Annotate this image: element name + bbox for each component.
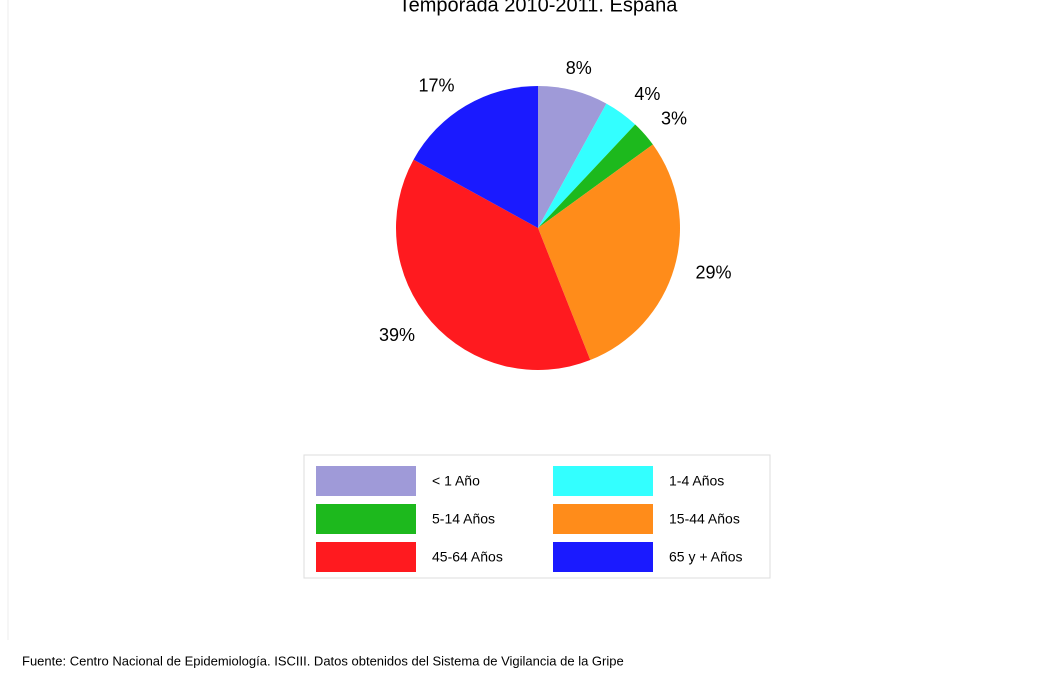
legend-swatch — [553, 542, 653, 572]
legend-label: 1-4 Años — [669, 473, 724, 489]
pie-slice — [396, 159, 591, 370]
data-label: 4% — [634, 84, 660, 104]
legend-label: 45-64 Años — [432, 549, 503, 565]
legend-swatch — [553, 466, 653, 496]
pie-slice — [538, 86, 607, 228]
data-label: 39% — [379, 325, 415, 345]
pie-slice — [538, 124, 653, 228]
legend-label: < 1 Año — [432, 473, 480, 489]
legend-swatch — [316, 466, 416, 496]
legend-swatch — [316, 504, 416, 534]
data-label: 29% — [695, 263, 731, 283]
data-label: 8% — [566, 58, 592, 78]
pie-slice — [538, 103, 636, 228]
source-note: Fuente: Centro Nacional de Epidemiología… — [22, 653, 624, 668]
legend-label: 15-44 Años — [669, 511, 740, 527]
pie-slice — [538, 144, 680, 361]
chart-title: Temporada 2010-2011. España — [399, 0, 679, 16]
legend-label: 65 y + Años — [669, 549, 743, 565]
legend-swatch — [316, 542, 416, 572]
legend-swatch — [553, 504, 653, 534]
legend-label: 5-14 Años — [432, 511, 495, 527]
data-label: 17% — [418, 76, 454, 96]
pie-slice — [413, 86, 538, 228]
data-label: 3% — [661, 108, 687, 128]
